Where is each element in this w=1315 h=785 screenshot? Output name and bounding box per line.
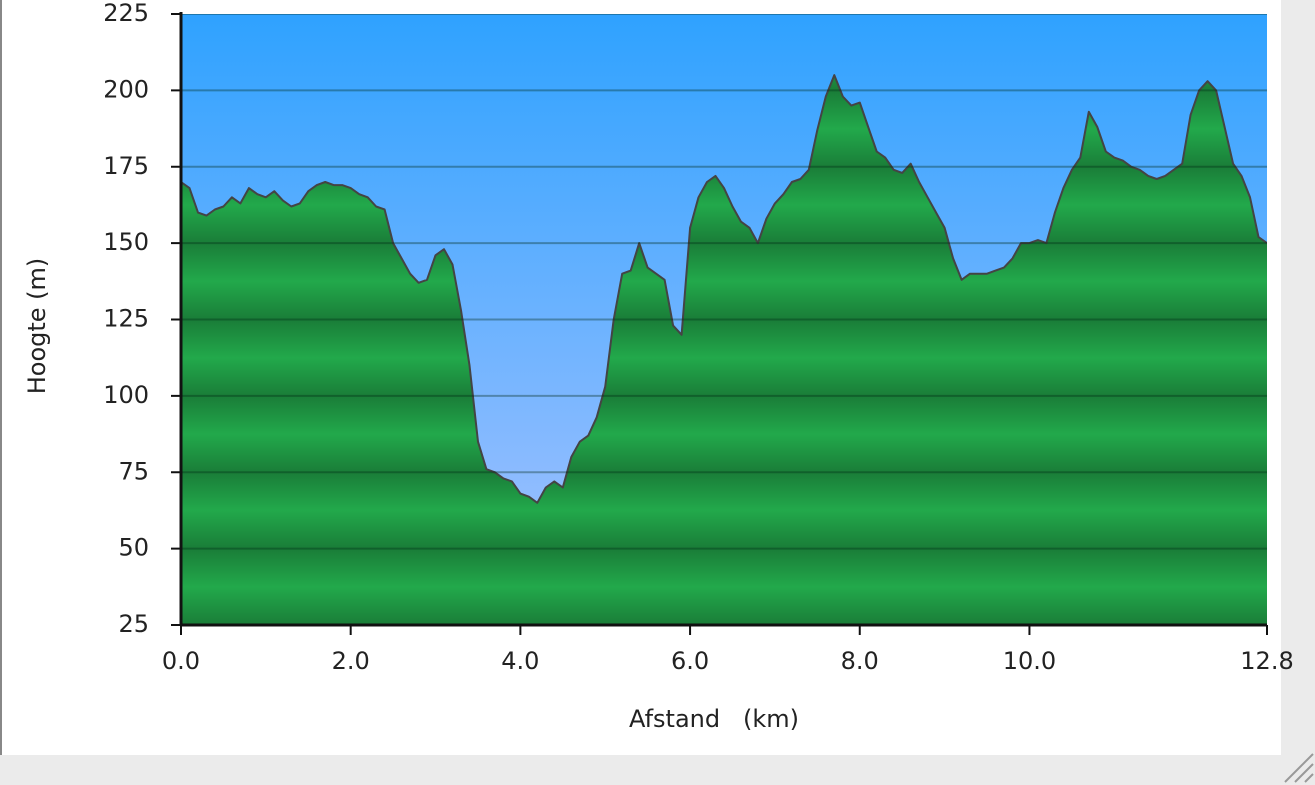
x-axis-label: Afstand (km) xyxy=(629,705,799,733)
x-tick-label: 2.0 xyxy=(332,647,370,675)
y-tick-label: 50 xyxy=(118,534,149,562)
y-tick-label: 175 xyxy=(103,152,149,180)
y-tick-label: 200 xyxy=(103,75,149,103)
x-tick-label: 4.0 xyxy=(501,647,539,675)
x-tick-label: 6.0 xyxy=(671,647,709,675)
resize-grip xyxy=(1284,753,1314,783)
elevation-line xyxy=(181,74,1267,504)
y-tick-label: 100 xyxy=(103,381,149,409)
axes: 25 50 75 100 125 150 175 200 225 0.0 2.0 4.0 6.0 8.0 1… xyxy=(103,0,1294,675)
y-tick-label: 75 xyxy=(118,457,149,485)
elevation-area xyxy=(181,75,1267,625)
y-tick-label: 150 xyxy=(103,228,149,256)
y-axis-label: Hoogte (m) xyxy=(23,258,51,395)
x-tick-label: 0.0 xyxy=(162,647,200,675)
y-tick-label: 25 xyxy=(118,610,149,638)
y-tick-label: 225 xyxy=(103,0,149,27)
x-tick-label: 8.0 xyxy=(841,647,879,675)
x-tick-label: 10.0 xyxy=(1003,647,1056,675)
plot-area xyxy=(181,14,1267,625)
x-tick-label: 12.8 xyxy=(1240,647,1293,675)
y-tick-label: 125 xyxy=(103,305,149,333)
